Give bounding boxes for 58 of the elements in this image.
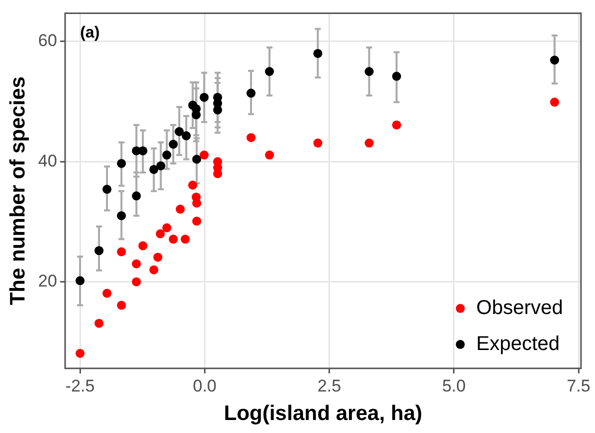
point [182, 131, 191, 140]
point [149, 164, 158, 174]
x-tick-label: -2.5 [65, 376, 95, 396]
x-tick-label: 0.0 [192, 376, 216, 396]
point [132, 191, 141, 200]
point [76, 348, 85, 358]
point [153, 252, 162, 262]
point [156, 229, 165, 238]
point [174, 127, 184, 136]
point [176, 204, 185, 214]
point [116, 211, 126, 220]
y-tick-label: 20 [38, 272, 58, 291]
point [192, 216, 202, 226]
point [94, 246, 104, 256]
point [102, 184, 112, 194]
point [392, 120, 402, 130]
point [192, 154, 202, 164]
x-axis-title: Log(island area, ha) [224, 402, 422, 426]
point [162, 223, 172, 232]
point [364, 67, 374, 76]
point [138, 241, 148, 250]
point [264, 150, 274, 160]
point [168, 140, 178, 149]
y-tick-label: 60 [38, 31, 58, 50]
y-tick-label: 40 [38, 151, 58, 170]
x-tick-label: 5.0 [442, 376, 466, 396]
annotation: (a) [80, 24, 100, 42]
point [192, 198, 202, 208]
point [94, 318, 104, 328]
point [200, 92, 209, 102]
point [162, 150, 172, 160]
point [102, 288, 112, 298]
point [550, 98, 560, 107]
point [246, 88, 256, 98]
x-tick-label: 2.5 [317, 376, 342, 396]
legend-label: Observed [476, 296, 564, 319]
point [149, 265, 158, 274]
point [156, 161, 166, 170]
point [132, 259, 141, 268]
point [246, 133, 256, 142]
point [313, 138, 322, 148]
point [364, 138, 374, 148]
point [392, 72, 402, 81]
point [180, 234, 190, 244]
point [168, 234, 178, 244]
point [200, 150, 209, 160]
point [132, 277, 141, 286]
point [76, 276, 85, 286]
point [550, 56, 560, 65]
point [116, 247, 126, 256]
point [116, 300, 126, 310]
legend-label: Expected [476, 332, 560, 355]
x-tick-label: 7.5 [566, 376, 590, 396]
point [264, 67, 274, 76]
point [188, 180, 198, 190]
point [116, 158, 126, 168]
y-axis-title: The number of species [6, 76, 30, 306]
point [313, 48, 322, 58]
